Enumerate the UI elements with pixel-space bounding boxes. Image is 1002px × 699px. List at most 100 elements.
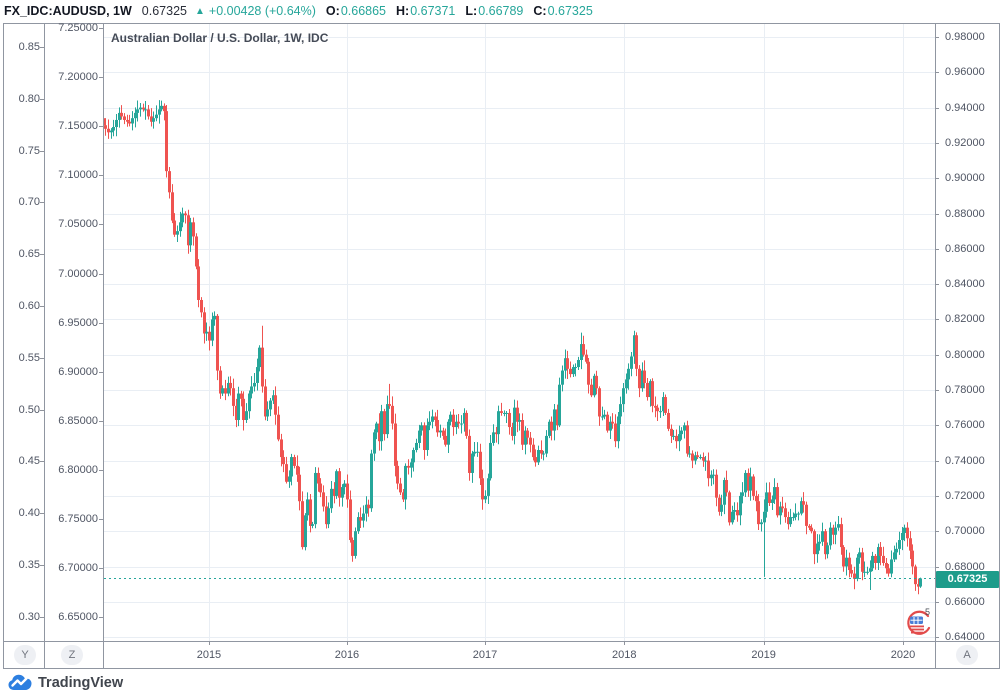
right-tick [935, 566, 939, 568]
candle [333, 482, 336, 504]
candle [256, 358, 259, 391]
right-tick [935, 107, 939, 109]
candle [566, 350, 569, 380]
candle [771, 495, 774, 511]
candle [465, 410, 468, 439]
right-tick-label: 0.66000 [945, 595, 985, 608]
candle [325, 496, 328, 529]
idc-provider-logo[interactable] [901, 608, 935, 638]
candle [585, 349, 588, 364]
candle [264, 379, 267, 421]
candle [272, 390, 275, 404]
candle [699, 454, 702, 460]
price-change: +0.00428 (+0.64%) [208, 4, 316, 18]
scale-mode-button-a[interactable]: A [956, 645, 978, 665]
candle [720, 494, 723, 517]
left-outer-tick-label: 0.80 [18, 92, 40, 105]
left-inner-tick [99, 126, 103, 128]
candle [787, 511, 790, 530]
candle [407, 459, 410, 475]
candle [919, 577, 922, 588]
candle [378, 413, 381, 451]
right-tick-label: 0.92000 [945, 136, 985, 149]
left-outer-tick-label: 0.85 [18, 41, 40, 53]
candle [503, 410, 506, 417]
candle [388, 383, 391, 409]
candle [152, 111, 155, 129]
candle [869, 560, 872, 590]
candle [526, 427, 529, 445]
candle [497, 405, 500, 445]
candle [335, 469, 338, 499]
candle [258, 345, 261, 372]
high-value: 0.67371 [410, 4, 456, 18]
right-tick-label: 0.70000 [945, 525, 985, 538]
candle [208, 326, 211, 351]
candle [380, 404, 383, 451]
symbol-name[interactable]: FX_IDC:AUDUSD, 1W [4, 4, 132, 18]
tradingview-logo[interactable]: TradingView [8, 674, 123, 691]
right-tick [935, 460, 939, 462]
candle [386, 395, 389, 439]
candle [142, 103, 145, 112]
candle [906, 522, 909, 547]
left-price-axis-outer[interactable]: 0.85 0.80 0.75 0.70 0.65 0.60 0.55 0.50 0.45 0.40… [4, 24, 44, 641]
candle [901, 526, 904, 551]
candle [556, 404, 559, 431]
left-outer-tick-label: 0.45 [18, 455, 40, 468]
candle [189, 217, 192, 252]
candle [715, 469, 718, 507]
frame-left-border [3, 23, 4, 669]
candle [670, 424, 673, 444]
right-price-axis[interactable]: 0.98000 0.96000 0.94000 0.92000 0.90000 0.880… [936, 24, 999, 643]
candle [479, 443, 482, 486]
candle [619, 396, 622, 425]
candle [898, 531, 901, 555]
candle [370, 449, 373, 512]
candle [587, 357, 590, 394]
candle [611, 413, 614, 429]
candle [261, 325, 264, 393]
candle [195, 233, 198, 270]
time-tick [346, 641, 348, 645]
candle [269, 398, 272, 417]
candle [404, 463, 407, 510]
chart-title: Australian Dollar / U.S. Dollar, 1W, IDC [111, 31, 329, 45]
left-inner-tick-label: 7.05000 [58, 218, 98, 231]
candle [773, 478, 776, 505]
candle [659, 405, 662, 418]
candle [104, 118, 105, 126]
candle [282, 450, 285, 473]
right-tick-label: 0.76000 [945, 419, 985, 432]
candle [739, 492, 742, 526]
candle [805, 501, 808, 535]
left-inner-tick-label: 7.10000 [58, 169, 98, 182]
scale-mode-button-y[interactable]: Y [14, 645, 36, 665]
candle [375, 421, 378, 440]
candle [800, 497, 803, 516]
candle [396, 460, 399, 490]
right-tick-label: 0.96000 [945, 66, 985, 79]
candle [903, 524, 906, 542]
left-outer-tick-label: 0.55 [18, 351, 40, 364]
left-inner-tick-label: 6.75000 [58, 513, 98, 525]
time-tick-label-2015: 2015 [196, 649, 222, 661]
candle [457, 414, 460, 429]
left-inner-tick [99, 519, 103, 520]
candle [359, 507, 362, 529]
time-tick [624, 641, 626, 645]
time-axis[interactable]: 2015 2016 2017 2018 2019 2020 [104, 642, 935, 668]
right-tick-label: 0.98000 [945, 31, 985, 43]
candle [309, 493, 312, 533]
candle [744, 470, 747, 498]
candle [718, 494, 721, 516]
current-price-label[interactable]: 0.67325 [936, 570, 999, 588]
left-price-axis-inner[interactable]: 7.25000 7.20000 7.15000 7.10000 7.05000 7.000… [45, 22, 103, 641]
candle [511, 422, 514, 441]
plot-area[interactable] [104, 24, 935, 641]
candle [850, 564, 853, 578]
low-label: L: [465, 4, 478, 18]
time-tick-label-2018: 2018 [612, 649, 637, 661]
scale-mode-button-z[interactable]: Z [61, 645, 83, 665]
candle [232, 378, 235, 417]
